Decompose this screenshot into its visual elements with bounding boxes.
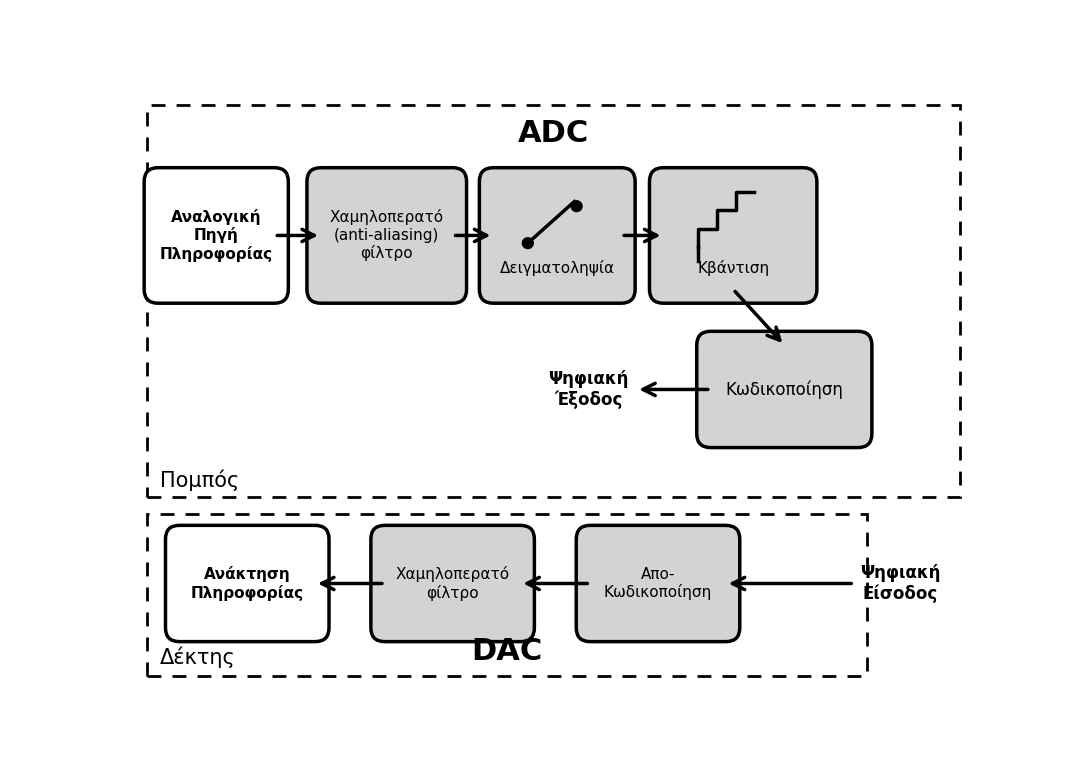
Circle shape xyxy=(571,201,582,212)
Circle shape xyxy=(522,238,533,249)
FancyBboxPatch shape xyxy=(145,167,288,303)
FancyBboxPatch shape xyxy=(165,525,329,642)
FancyBboxPatch shape xyxy=(650,167,817,303)
Text: Πομπός: Πομπός xyxy=(160,470,238,491)
Text: Κωδικοποίηση: Κωδικοποίηση xyxy=(725,381,844,398)
Text: Κβάντιση: Κβάντιση xyxy=(697,260,769,276)
FancyBboxPatch shape xyxy=(479,167,636,303)
Text: Αναλογική
Πηγή
Πληροφορίας: Αναλογική Πηγή Πληροφορίας xyxy=(160,208,273,262)
Text: Απο-
Κωδικοποίηση: Απο- Κωδικοποίηση xyxy=(604,567,712,601)
Text: Δειγματοληψία: Δειγματοληψία xyxy=(500,260,615,276)
Text: Ανάκτηση
Πληροφορίας: Ανάκτηση Πληροφορίας xyxy=(191,567,304,601)
Text: Χαμηλοπερατό
φίλτρο: Χαμηλοπερατό φίλτρο xyxy=(396,567,509,601)
Text: Δέκτης: Δέκτης xyxy=(160,646,235,668)
FancyBboxPatch shape xyxy=(576,525,740,642)
Text: DAC: DAC xyxy=(472,637,543,666)
Text: Ψηφιακή
Είσοδος: Ψηφιακή Είσοδος xyxy=(860,563,941,603)
Text: Χαμηλοπερατό
(anti-aliasing)
φίλτρο: Χαμηλοπερατό (anti-aliasing) φίλτρο xyxy=(330,209,443,261)
FancyBboxPatch shape xyxy=(371,525,534,642)
FancyBboxPatch shape xyxy=(306,167,466,303)
Text: Ψηφιακή
Έξοδος: Ψηφιακή Έξοδος xyxy=(548,370,628,409)
Text: ADC: ADC xyxy=(518,119,589,148)
FancyBboxPatch shape xyxy=(697,332,872,448)
